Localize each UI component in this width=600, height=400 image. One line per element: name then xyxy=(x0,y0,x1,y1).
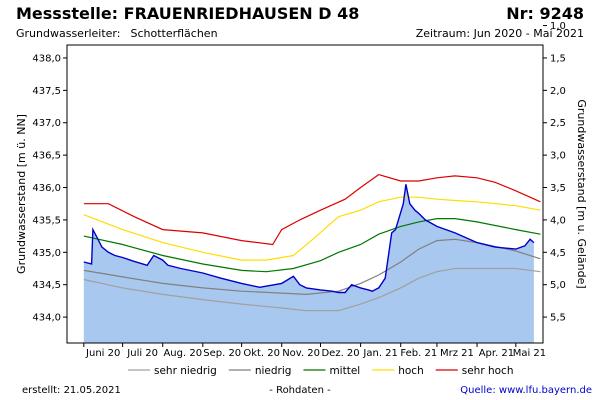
series-line-hoch xyxy=(83,196,541,261)
x-tick-label: Okt. 20 xyxy=(243,348,280,359)
x-tick-label: Juli 20 xyxy=(126,348,158,359)
series-line-messwerte xyxy=(83,184,535,294)
y-tick-label: 434,0 xyxy=(32,313,61,324)
x-tick-label: Juni 20 xyxy=(85,348,120,359)
source-link[interactable]: Quelle: www.lfu.bayern.de xyxy=(460,385,592,396)
y2-tick-label: 5,0 xyxy=(550,280,566,291)
y2-tick-label: 3,5 xyxy=(550,183,566,194)
chart-title: Messstelle: FRAUENRIEDHAUSEN D 48 xyxy=(16,4,360,23)
y2-axis-title: Grundwasserstand [m u. Gelände] xyxy=(575,99,588,288)
y-tick-label: 435,0 xyxy=(32,248,61,259)
period-label: Zeitraum: Jun 2020 - Mai 2021 xyxy=(415,27,584,40)
series-line-niedrig xyxy=(83,238,541,296)
aquifer-label: Grundwasserleiter: xyxy=(16,27,121,40)
aquifer-info: Grundwasserleiter: Schotterflächen xyxy=(16,27,218,40)
series-line-mittel xyxy=(83,218,541,273)
y2-tick-label: 2,0 xyxy=(550,86,566,97)
x-tick-label: Feb. 21 xyxy=(400,348,437,359)
y-tick-label: 437,0 xyxy=(32,118,61,129)
y-tick-label: 438,0 xyxy=(32,53,61,64)
x-tick-label: Sep. 20 xyxy=(203,348,241,359)
x-tick-label: Aug. 20 xyxy=(163,348,202,359)
y-axis-title: Grundwasserstand [m ü. NN] xyxy=(15,114,28,274)
legend-label: sehr niedrig xyxy=(154,365,217,377)
y2-tick-label: 4,5 xyxy=(550,248,566,259)
y2-tick-label: 4,0 xyxy=(550,215,566,226)
y-tick-label: 434,5 xyxy=(32,280,61,291)
station-number: Nr: 9248 xyxy=(506,4,584,23)
x-tick-label: Mai 21 xyxy=(513,348,546,359)
x-tick-label: Mrz 21 xyxy=(440,348,474,359)
series-line-sehr-hoch xyxy=(83,173,541,246)
x-tick-label: Nov. 20 xyxy=(282,348,320,359)
x-tick-label: Jan. 21 xyxy=(362,348,398,359)
x-tick-label: Apr. 21 xyxy=(479,348,514,359)
y-tick-label: 437,5 xyxy=(32,86,61,97)
plot-frame xyxy=(66,44,544,344)
aquifer-value: Schotterflächen xyxy=(130,27,218,40)
y-tick-label: 436,0 xyxy=(32,183,61,194)
x-tick-label: Dez. 20 xyxy=(321,348,359,359)
series-line-sehr-niedrig xyxy=(83,267,541,312)
y-tick-label: 435,5 xyxy=(32,215,61,226)
y2-tick-label: 3,0 xyxy=(550,151,566,162)
created-date: erstellt: 21.05.2021 xyxy=(22,385,121,396)
raw-data-note: - Rohdaten - xyxy=(269,385,331,396)
legend-label: sehr hoch xyxy=(462,365,514,377)
measured-area-fill xyxy=(83,184,534,343)
y2-tick-label: 1,5 xyxy=(550,53,566,64)
y2-tick-label: 1,0 xyxy=(550,21,566,32)
y-tick-label: 436,5 xyxy=(32,151,61,162)
legend-label: niedrig xyxy=(255,365,292,377)
y2-tick-label: 5,5 xyxy=(550,313,566,324)
legend-label: mittel xyxy=(329,365,360,377)
legend-label: hoch xyxy=(398,365,424,377)
y2-tick-label: 2,5 xyxy=(550,118,566,129)
